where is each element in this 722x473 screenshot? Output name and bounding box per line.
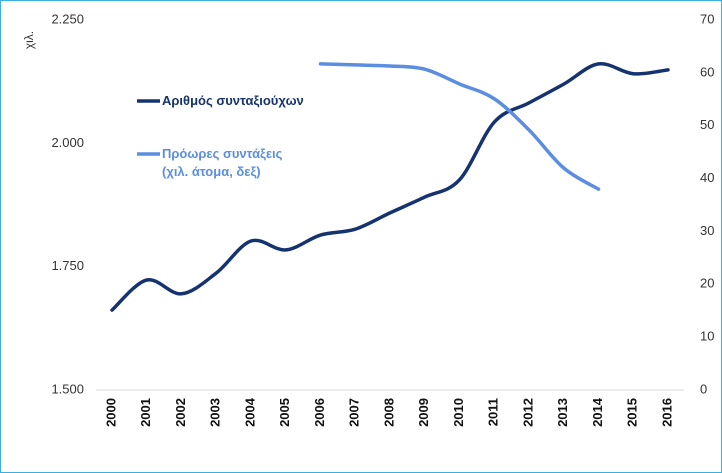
y-axis-label: χιλ. (22, 31, 36, 49)
y2-tick-label: 20 (700, 276, 714, 291)
x-tick-label: 2009 (416, 398, 431, 427)
y2-tick-label: 40 (700, 170, 714, 185)
y2-tick-label: 70 (700, 11, 714, 26)
y-tick-label: 1.500 (51, 381, 84, 396)
x-tick-label: 2012 (520, 398, 535, 427)
x-tick-label: 2008 (381, 398, 396, 427)
legend-label: Αριθμός συνταξιούχων (162, 93, 304, 108)
legend-label: Πρόωρες συντάξεις (χιλ. άτομα, δεξ) (162, 146, 283, 179)
y-tick-label: 1.750 (51, 258, 84, 273)
y2-tick-label: 30 (700, 223, 714, 238)
x-tick-label: 2002 (173, 398, 188, 427)
x-tick-label: 2011 (486, 398, 501, 426)
x-tick-label: 2001 (138, 398, 153, 427)
y2-tick-label: 10 (700, 329, 714, 344)
x-tick-label: 2007 (347, 398, 362, 427)
series-line (110, 62, 670, 312)
y2-tick-label: 60 (700, 64, 714, 79)
series-line (318, 62, 601, 191)
x-tick-label: 2004 (242, 397, 257, 427)
y-tick-label: 2.250 (51, 11, 84, 26)
y2-tick-label: 50 (700, 117, 714, 132)
x-tick-label: 2015 (625, 398, 640, 427)
x-tick-label: 2003 (208, 398, 223, 427)
x-tick-label: 2013 (555, 398, 570, 427)
x-tick-label: 2005 (277, 398, 292, 427)
x-tick-label: 2000 (103, 398, 118, 427)
x-tick-label: 2016 (659, 398, 674, 427)
x-tick-label: 2010 (451, 398, 466, 427)
y2-tick-label: 0 (700, 381, 707, 396)
x-tick-label: 2006 (312, 398, 327, 427)
x-tick-label: 2014 (590, 397, 605, 427)
y-tick-label: 2.000 (51, 135, 84, 150)
